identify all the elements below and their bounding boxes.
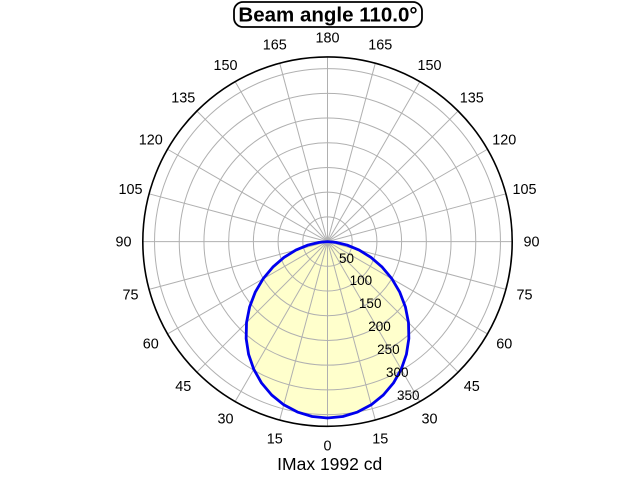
svg-text:150: 150 xyxy=(213,58,237,74)
svg-text:50: 50 xyxy=(339,251,354,266)
svg-text:15: 15 xyxy=(372,432,388,448)
svg-text:75: 75 xyxy=(122,287,138,303)
svg-text:30: 30 xyxy=(217,411,233,427)
svg-text:300: 300 xyxy=(386,365,409,380)
svg-text:350: 350 xyxy=(397,388,420,403)
svg-text:135: 135 xyxy=(171,90,195,106)
svg-text:135: 135 xyxy=(460,90,484,106)
svg-text:0: 0 xyxy=(323,439,331,455)
svg-text:IMax 1992 cd: IMax 1992 cd xyxy=(277,454,382,474)
svg-text:165: 165 xyxy=(368,38,392,54)
svg-text:120: 120 xyxy=(139,133,163,149)
svg-text:180: 180 xyxy=(315,31,339,47)
svg-text:75: 75 xyxy=(516,287,532,303)
svg-text:30: 30 xyxy=(421,411,437,427)
svg-text:60: 60 xyxy=(496,337,512,353)
svg-text:45: 45 xyxy=(464,379,480,395)
svg-text:Beam angle 110.0°: Beam angle 110.0° xyxy=(238,3,417,26)
svg-text:250: 250 xyxy=(377,342,400,357)
svg-text:120: 120 xyxy=(492,133,516,149)
svg-text:150: 150 xyxy=(417,58,441,74)
svg-text:100: 100 xyxy=(350,273,373,288)
svg-text:90: 90 xyxy=(523,235,539,251)
svg-text:105: 105 xyxy=(118,182,142,198)
svg-text:165: 165 xyxy=(263,38,287,54)
svg-text:150: 150 xyxy=(359,296,382,311)
svg-text:105: 105 xyxy=(512,182,536,198)
svg-text:15: 15 xyxy=(267,432,283,448)
svg-text:200: 200 xyxy=(368,319,391,334)
svg-text:60: 60 xyxy=(143,337,159,353)
svg-text:45: 45 xyxy=(175,379,191,395)
svg-text:90: 90 xyxy=(115,235,131,251)
